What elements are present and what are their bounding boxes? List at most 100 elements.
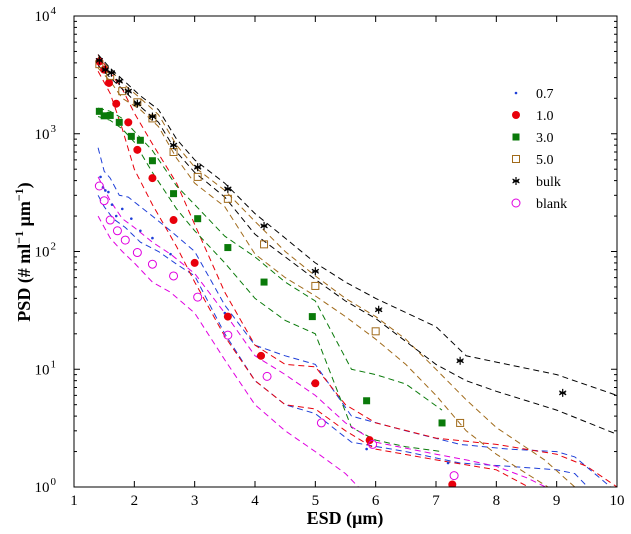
point-blank bbox=[112, 226, 122, 236]
point-blank bbox=[368, 439, 378, 449]
point-3-0 bbox=[363, 397, 371, 405]
point-bulk bbox=[148, 112, 157, 121]
point-blank bbox=[99, 196, 109, 206]
x-tick-label: 6 bbox=[372, 493, 380, 509]
point-blank bbox=[132, 248, 142, 258]
point-bulk bbox=[115, 77, 124, 86]
point-0-7 bbox=[446, 461, 450, 465]
point-bulk bbox=[133, 99, 142, 108]
point-blank bbox=[223, 330, 233, 340]
point-bulk bbox=[95, 56, 104, 65]
point-0-7 bbox=[151, 236, 154, 240]
point-5-0 bbox=[456, 418, 465, 427]
point-0-7 bbox=[365, 447, 368, 451]
point-5-0 bbox=[311, 281, 320, 290]
band-3-0-lower bbox=[97, 116, 443, 453]
legend-marker-bulk bbox=[512, 177, 520, 185]
legend-marker-blank bbox=[511, 198, 521, 208]
point-1-0 bbox=[124, 118, 133, 127]
y-tick-label: 100 bbox=[35, 476, 57, 496]
point-blank bbox=[316, 418, 326, 428]
x-tick-label: 1 bbox=[70, 493, 78, 509]
point-0-7 bbox=[120, 207, 124, 211]
band-1-0-upper bbox=[97, 54, 617, 487]
band-0-7-upper bbox=[97, 147, 612, 487]
point-0-7 bbox=[110, 203, 114, 206]
point-5-0 bbox=[193, 172, 202, 181]
point-1-0 bbox=[104, 78, 113, 87]
point-0-7 bbox=[139, 229, 142, 233]
point-3-0 bbox=[127, 132, 135, 140]
point-1-0 bbox=[365, 436, 374, 445]
band-bulk-upper bbox=[97, 54, 617, 396]
x-tick-label: 10 bbox=[610, 493, 625, 509]
series-markers bbox=[94, 56, 567, 487]
legend-marker-3-0 bbox=[512, 133, 520, 141]
y-tick-label: 101 bbox=[35, 358, 57, 378]
point-3-0 bbox=[260, 278, 268, 286]
point-5-0 bbox=[371, 327, 380, 336]
legend-label-0-7: 0.7 bbox=[536, 87, 554, 102]
point-3-0 bbox=[106, 111, 114, 119]
point-0-7 bbox=[130, 217, 133, 220]
x-tick-label: 9 bbox=[553, 493, 561, 509]
point-bulk bbox=[260, 221, 268, 230]
x-tick-label: 5 bbox=[312, 493, 320, 509]
point-bulk bbox=[169, 141, 178, 150]
x-tick-label: 7 bbox=[432, 493, 440, 509]
point-bulk bbox=[193, 163, 202, 172]
point-1-0 bbox=[311, 379, 320, 388]
point-bulk bbox=[124, 87, 133, 96]
point-3-0 bbox=[100, 112, 108, 120]
point-blank bbox=[147, 259, 157, 269]
point-blank bbox=[449, 471, 459, 481]
point-bulk bbox=[558, 388, 567, 397]
point-3-0 bbox=[95, 107, 103, 115]
point-1-0 bbox=[148, 174, 157, 183]
legend-label-3-0: 3.0 bbox=[536, 131, 554, 146]
point-3-0 bbox=[438, 419, 446, 427]
point-bulk bbox=[311, 267, 320, 276]
point-1-0 bbox=[190, 258, 199, 267]
x-tick-label: 3 bbox=[191, 493, 199, 509]
point-3-0 bbox=[194, 215, 202, 223]
y-tick-label: 104 bbox=[35, 5, 57, 25]
point-3-0 bbox=[148, 157, 156, 165]
point-1-0 bbox=[257, 351, 266, 360]
point-bulk bbox=[374, 305, 383, 314]
point-bulk bbox=[456, 356, 464, 365]
point-0-7 bbox=[104, 189, 107, 192]
point-3-0 bbox=[224, 244, 232, 252]
band-5-0-lower bbox=[97, 67, 549, 487]
point-bulk bbox=[107, 68, 116, 77]
band-5-0-upper bbox=[97, 56, 576, 487]
band-0-7-lower bbox=[97, 195, 589, 487]
point-0-7 bbox=[114, 214, 118, 218]
point-bulk bbox=[101, 65, 110, 74]
point-blank bbox=[262, 371, 272, 381]
x-axis-title: ESD (μm) bbox=[307, 508, 384, 529]
point-blank bbox=[193, 292, 203, 302]
point-0-7 bbox=[99, 175, 102, 179]
legend-label-5-0: 5.0 bbox=[536, 153, 554, 168]
point-1-0 bbox=[112, 99, 121, 108]
x-tick-label: 4 bbox=[251, 493, 259, 509]
x-tick-label: 2 bbox=[131, 493, 139, 509]
point-blank bbox=[94, 181, 104, 191]
legend-label-bulk: bulk bbox=[536, 175, 561, 190]
band-blank-upper bbox=[97, 176, 547, 487]
legend-marker-0-7 bbox=[514, 91, 518, 95]
legend-label-1-0: 1.0 bbox=[536, 109, 554, 124]
point-1-0 bbox=[223, 312, 232, 321]
point-1-0 bbox=[133, 145, 142, 154]
point-5-0 bbox=[260, 240, 269, 249]
band-1-0-lower bbox=[97, 70, 530, 487]
x-axis-ticks: 1 2 3 4 5 6 7 8 9 10 bbox=[70, 16, 625, 509]
point-1-0 bbox=[169, 216, 178, 225]
point-blank bbox=[105, 215, 115, 225]
point-bulk bbox=[224, 184, 232, 193]
y-tick-label: 103 bbox=[35, 123, 57, 143]
y-axis-title: PSD (# ml−1 μm−1) bbox=[12, 182, 35, 321]
legend-marker-1-0 bbox=[512, 111, 520, 119]
